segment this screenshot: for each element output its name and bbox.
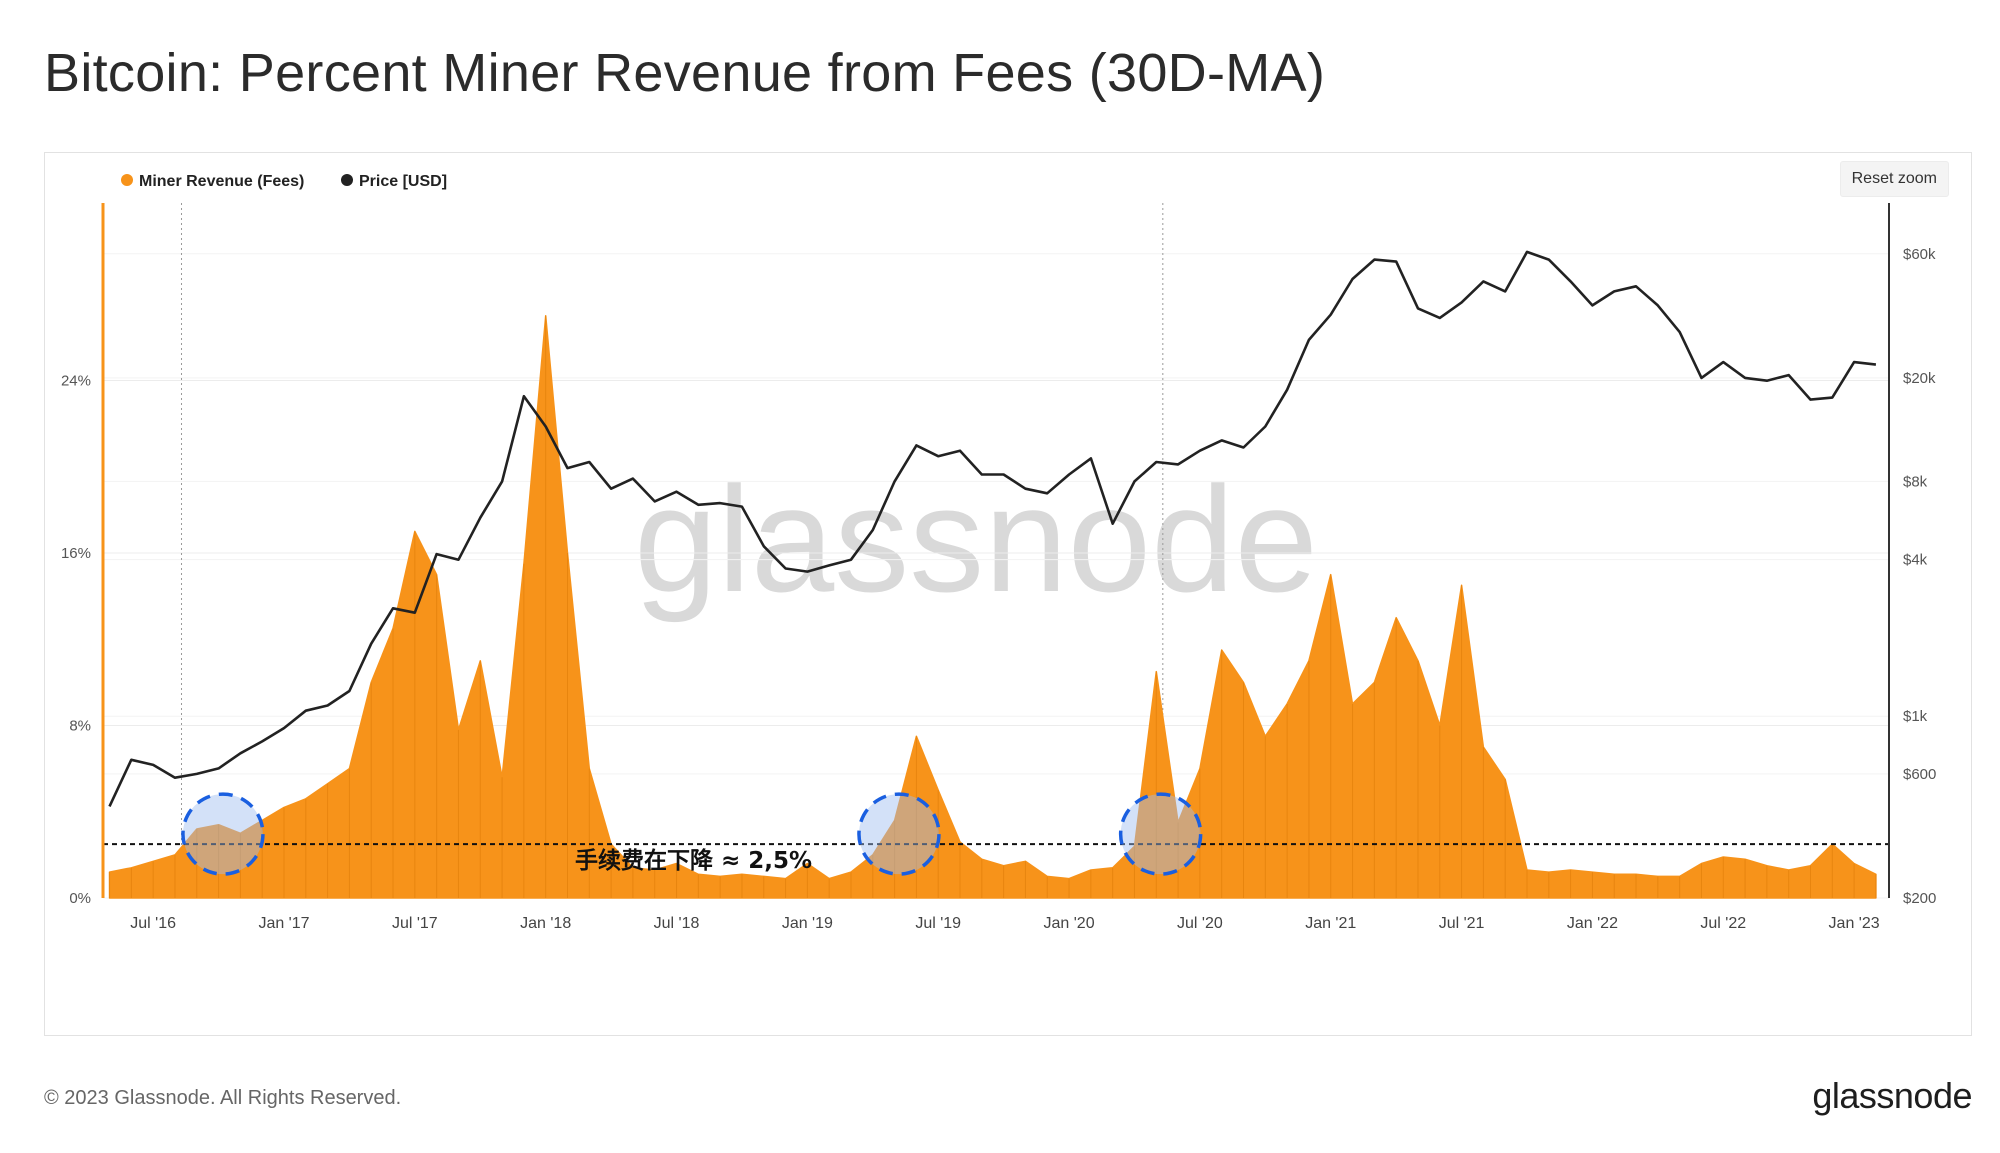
axis-layer: 0% 8% 16% 24% $200 $600 $1k $4k $8k $20k $60k Jul '…: [61, 203, 1936, 932]
x-tick-label: Jul '17: [392, 915, 438, 932]
y-left-tick-label: 8%: [69, 718, 91, 735]
highlight-circles-layer: [181, 792, 1203, 876]
y-left-tick-label: 0%: [69, 890, 91, 907]
reset-zoom-button[interactable]: Reset zoom: [1839, 161, 1949, 197]
legend: Miner Revenue (Fees) Price [USD]: [121, 173, 447, 190]
price-line-layer: [108, 250, 1877, 807]
y-right-tick-label: $600: [1903, 766, 1936, 783]
x-tick-label: Jan '19: [782, 915, 833, 932]
annotation-layer: 手续费在下降 ≈ 2,5%: [575, 847, 812, 874]
x-tick-label: Jan '22: [1567, 915, 1618, 932]
annotation-text: 手续费在下降 ≈ 2,5%: [575, 847, 812, 874]
legend-fees-marker: [121, 174, 133, 186]
x-tick-label: Jan '17: [258, 915, 309, 932]
x-tick-label: Jul '22: [1700, 915, 1746, 932]
x-tick-label: Jul '16: [130, 915, 176, 932]
y-right-tick-label: $4k: [1903, 552, 1928, 569]
page-title: Bitcoin: Percent Miner Revenue from Fees…: [44, 43, 1326, 103]
y-left-tick-label: 16%: [61, 545, 91, 562]
legend-price-marker: [341, 174, 353, 186]
glassnode-logo[interactable]: glassnode: [1812, 1075, 1972, 1116]
highlight-circle-0: [181, 792, 265, 876]
y-left-tick-label: 24%: [61, 373, 91, 390]
y-right-tick-label: $8k: [1903, 473, 1928, 490]
x-tick-label: Jul '20: [1177, 915, 1223, 932]
x-tick-label: Jul '18: [654, 915, 700, 932]
fees-area-layer: [108, 315, 1877, 899]
x-tick-label: Jul '19: [915, 915, 961, 932]
legend-fees-label: Miner Revenue (Fees): [139, 173, 304, 190]
highlight-circle-2: [1118, 792, 1203, 876]
price-line: [108, 250, 1877, 807]
copyright-text: © 2023 Glassnode. All Rights Reserved.: [44, 1087, 402, 1109]
highlight-circle-1: [857, 792, 941, 876]
chart-frame: glassnode 0% 8% 16% 24% $200 $600 $1k $4k $8k $20…: [44, 152, 1972, 1036]
watermark-layer: glassnode: [634, 455, 1318, 623]
x-tick-label: Jan '18: [520, 915, 571, 932]
chart-svg[interactable]: glassnode 0% 8% 16% 24% $200 $600 $1k $4k $8k $20…: [45, 153, 1971, 1035]
x-tick-label: Jan '20: [1044, 915, 1095, 932]
y-right-tick-label: $200: [1903, 890, 1936, 907]
y-right-tick-label: $20k: [1903, 370, 1936, 387]
y-right-tick-label: $1k: [1903, 708, 1928, 725]
watermark-text: glassnode: [634, 455, 1318, 623]
x-tick-label: Jan '21: [1305, 915, 1356, 932]
x-tick-label: Jul '21: [1439, 915, 1485, 932]
y-right-tick-label: $60k: [1903, 246, 1936, 263]
x-tick-label: Jan '23: [1829, 915, 1880, 932]
legend-price-label: Price [USD]: [359, 173, 447, 190]
